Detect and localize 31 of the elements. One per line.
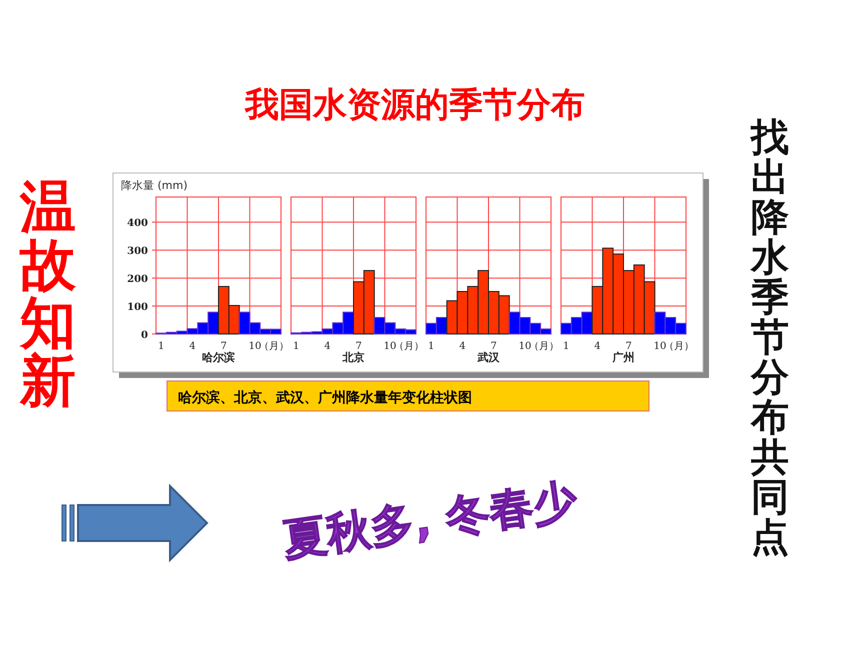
y-tick-label: 400 (127, 218, 148, 230)
text: 找出降水季节分布共同点 (751, 115, 789, 559)
x-tick-label: 1 (428, 341, 434, 352)
x-tick-label: 4 (324, 341, 331, 352)
x-tick-label: 10 (654, 341, 666, 352)
x-tick-label: 1 (293, 341, 300, 352)
x-tick-label: 7 (626, 341, 632, 352)
x-tick-label: 4 (189, 341, 196, 352)
x-tick-label: 4 (459, 341, 466, 352)
x-axis-title: 广州 (612, 351, 634, 364)
x-tick-label: 1 (563, 341, 570, 352)
y-tick-label: 200 (127, 274, 148, 286)
y-axis-title: 降水量 (mm) (121, 179, 188, 192)
x-axis-title: 哈尔滨 (202, 351, 235, 364)
text: 哈尔滨、北京、武汉、广州降水量年变化柱状图 (178, 389, 472, 406)
y-tick-label: 300 (127, 246, 148, 258)
y-tick-label: 0 (141, 330, 148, 341)
x-tick-label: 1 (158, 341, 164, 352)
y-tick-label: 100 (127, 302, 148, 314)
x-tick-label: 10 (518, 341, 532, 352)
x-tick-label: 10 (248, 341, 262, 352)
x-axis-title: 北京 (342, 351, 364, 364)
x-axis-title: 武汉 (476, 351, 500, 364)
text: 我国水资源的季节分布 (244, 85, 585, 125)
x-tick-label: 7 (220, 341, 227, 352)
text: 夏秋多, 冬春少 (280, 474, 582, 566)
text: 温故知新 (19, 175, 77, 414)
x-tick-label: 10 (384, 341, 396, 352)
x-tick-label: 7 (490, 341, 497, 352)
x-tick-label: 7 (356, 341, 362, 352)
x-tick-label: 4 (594, 341, 601, 352)
